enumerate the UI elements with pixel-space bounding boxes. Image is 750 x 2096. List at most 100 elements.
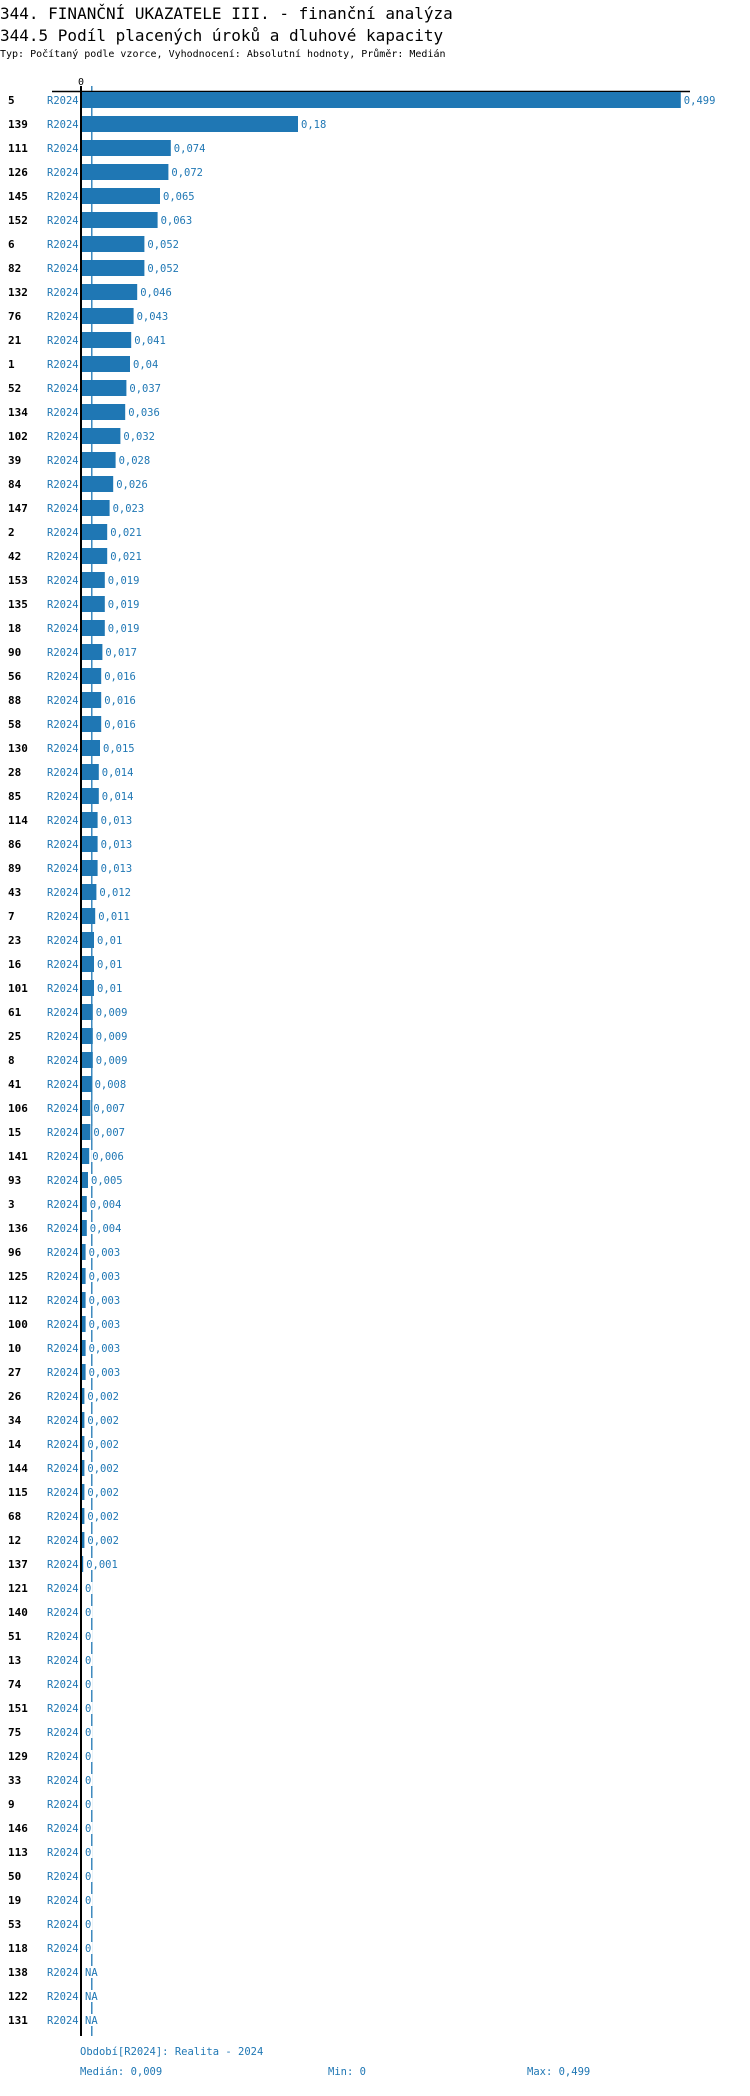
value-label-background (97, 910, 132, 922)
row-id-label: 111 (8, 142, 28, 155)
value-label: 0,023 (113, 503, 145, 515)
value-label-background (84, 1918, 93, 1930)
bar (82, 1388, 85, 1404)
row-period-label: R2024 (47, 287, 79, 299)
value-label: 0 (85, 1847, 91, 1859)
value-label-background (86, 1486, 121, 1498)
value-label-background (99, 814, 134, 826)
value-label: 0 (85, 1583, 91, 1595)
bar (82, 1316, 86, 1332)
value-label-background (682, 94, 717, 106)
value-label: 0,012 (99, 887, 131, 899)
row-id-label: 33 (8, 1774, 21, 1787)
bar (82, 1220, 87, 1236)
row-id-label: 9 (8, 1798, 15, 1811)
value-label: 0,002 (87, 1391, 119, 1403)
value-label-background (106, 622, 141, 634)
row-id-label: 21 (8, 334, 22, 347)
footer-min: Min: 0 (328, 2066, 366, 2078)
row-period-label: R2024 (47, 1679, 79, 1691)
value-label-background (92, 1102, 127, 1114)
value-label: 0 (85, 1751, 91, 1763)
value-label-background (84, 1654, 93, 1666)
value-label: 0,01 (97, 983, 122, 995)
bar (82, 1340, 86, 1356)
row-period-label: R2024 (47, 1175, 79, 1187)
row-period-label: R2024 (47, 1295, 79, 1307)
value-label: 0,028 (119, 455, 151, 467)
value-label: 0,043 (137, 311, 169, 323)
row-id-label: 52 (8, 382, 21, 395)
row-period-label: R2024 (47, 527, 79, 539)
row-period-label: R2024 (47, 839, 79, 851)
value-label-background (99, 862, 134, 874)
value-label: 0,016 (104, 719, 136, 731)
value-label-background (103, 718, 138, 730)
row-period-label: R2024 (47, 1151, 79, 1163)
row-id-label: 134 (8, 406, 28, 419)
value-label: 0 (85, 1631, 91, 1643)
row-id-label: 89 (8, 862, 21, 875)
value-label: 0,032 (123, 431, 155, 443)
row-id-label: 138 (8, 1966, 28, 1979)
value-label: 0 (85, 1703, 91, 1715)
row-id-label: 6 (8, 238, 15, 251)
row-period-label: R2024 (47, 1055, 79, 1067)
row-period-label: R2024 (47, 1511, 79, 1523)
row-id-label: 39 (8, 454, 21, 467)
bar (82, 164, 169, 180)
row-period-label: R2024 (47, 407, 79, 419)
row-period-label: R2024 (47, 167, 79, 179)
value-label-background (96, 934, 124, 946)
value-label: 0,013 (101, 815, 133, 827)
value-label: 0,052 (147, 263, 179, 275)
row-period-label: R2024 (47, 695, 79, 707)
row-period-label: R2024 (47, 383, 79, 395)
row-id-label: 10 (8, 1342, 21, 1355)
row-period-label: R2024 (47, 143, 79, 155)
value-label: 0,002 (87, 1439, 119, 1451)
value-label: 0,021 (110, 527, 142, 539)
value-label-background (84, 1606, 93, 1618)
value-label: 0,015 (103, 743, 135, 755)
row-id-label: 141 (8, 1150, 28, 1163)
row-period-label: R2024 (47, 1487, 79, 1499)
row-period-label: R2024 (47, 1775, 79, 1787)
bar (82, 380, 127, 396)
value-label-background (102, 742, 136, 754)
row-period-label: R2024 (47, 1343, 79, 1355)
bar (82, 1460, 85, 1476)
row-period-label: R2024 (47, 1967, 79, 1979)
indicator-info: Typ: Počítaný podle vzorce, Vyhodnocení:… (0, 49, 446, 60)
value-label-background (86, 1462, 121, 1474)
row-period-label: R2024 (47, 431, 79, 443)
row-period-label: R2024 (47, 1943, 79, 1955)
value-label-background (132, 358, 160, 370)
value-label-background (86, 1510, 121, 1522)
value-label-background (85, 1558, 120, 1570)
row-period-label: R2024 (47, 479, 79, 491)
value-label: 0,004 (90, 1223, 122, 1235)
bar (82, 404, 126, 420)
row-id-label: 27 (8, 1366, 21, 1379)
value-label-background (104, 646, 139, 658)
value-label-background (100, 766, 135, 778)
row-id-label: 42 (8, 550, 21, 563)
bar (82, 572, 105, 588)
row-id-label: 96 (8, 1246, 22, 1259)
row-period-label: R2024 (47, 1415, 79, 1427)
row-period-label: R2024 (47, 1799, 79, 1811)
bar (82, 452, 116, 468)
row-id-label: 28 (8, 766, 21, 779)
row-id-label: 61 (8, 1006, 22, 1019)
value-label-background (84, 1846, 93, 1858)
row-period-label: R2024 (47, 1319, 79, 1331)
bar (82, 332, 132, 348)
value-label: 0,011 (98, 911, 130, 923)
value-label: 0,499 (684, 95, 716, 107)
value-label: 0,019 (108, 623, 140, 635)
value-label-background (128, 382, 163, 394)
value-label-background (88, 1222, 123, 1234)
value-label-background (84, 1582, 93, 1594)
bar (82, 1172, 88, 1188)
